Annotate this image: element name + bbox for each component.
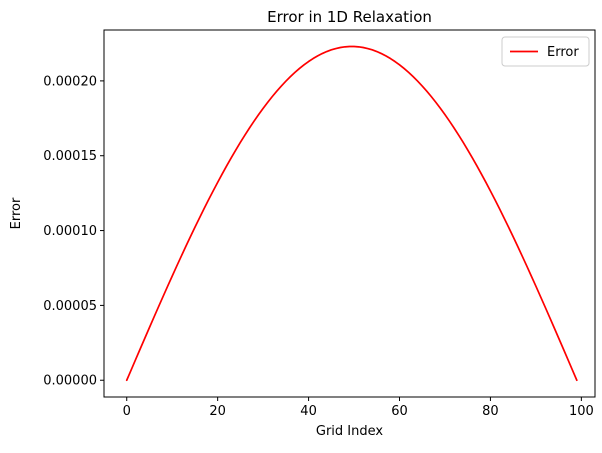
x-tick-label: 0 <box>123 404 131 419</box>
x-tick-label: 40 <box>300 404 317 419</box>
y-tick-label: 0.00020 <box>43 74 97 89</box>
y-tick-label: 0.00015 <box>43 149 97 164</box>
legend: Error <box>501 36 590 67</box>
x-axis: 0 20 40 60 80 100 <box>123 397 594 419</box>
y-tick-label: 0.00010 <box>43 224 97 239</box>
x-axis-label: Grid Index <box>316 424 384 439</box>
x-tick-label: 60 <box>391 404 408 419</box>
chart-title: Error in 1D Relaxation <box>267 8 432 26</box>
x-tick-label: 80 <box>482 404 499 419</box>
axes-frame <box>103 29 596 398</box>
y-tick-label: 0.00005 <box>43 299 97 314</box>
plot-area <box>125 45 578 382</box>
x-tick-label: 20 <box>209 404 226 419</box>
series-line-error <box>125 45 578 382</box>
y-axis: 0.00000 0.00005 0.00010 0.00015 0.00020 <box>43 74 104 389</box>
x-tick-label: 100 <box>569 404 594 419</box>
y-tick-label: 0.00000 <box>43 374 97 389</box>
legend-label-error: Error <box>547 45 579 60</box>
legend-box <box>501 36 590 67</box>
y-axis-label: Error <box>9 197 24 229</box>
